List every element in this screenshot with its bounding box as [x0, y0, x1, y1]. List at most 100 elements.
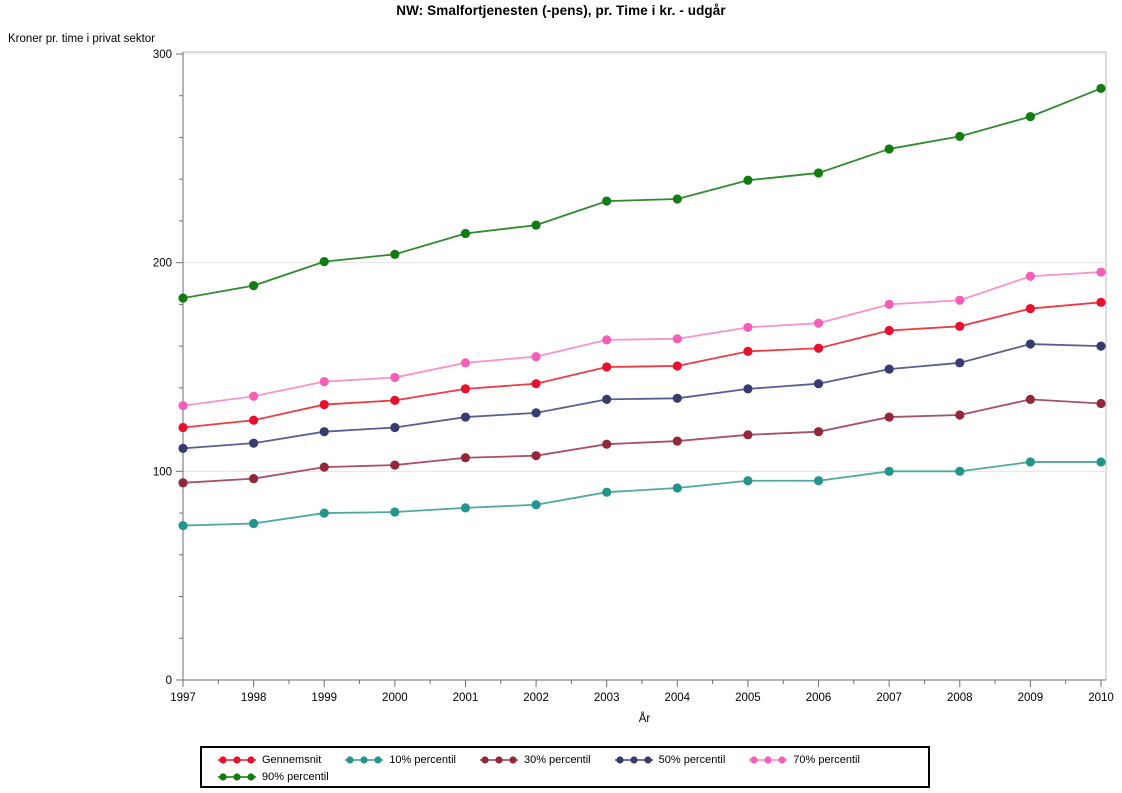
data-point: [813, 318, 824, 328]
legend-label: 10% percentil: [389, 753, 456, 766]
x-tick-label: 2000: [382, 692, 408, 704]
data-point: [672, 194, 682, 204]
data-point: [1025, 112, 1035, 122]
data-point: [249, 415, 259, 425]
data-point: [672, 436, 682, 446]
legend-label: 30% percentil: [523, 753, 591, 766]
data-point: [531, 451, 541, 461]
y-axis-title: Kroner pr. time i privat sektor: [8, 33, 155, 45]
legend-item: 90% percentil: [218, 771, 329, 783]
data-point: [460, 384, 471, 394]
x-tick-label: 2005: [735, 692, 761, 704]
data-point: [390, 372, 400, 383]
data-point: [672, 361, 682, 371]
data-point: [390, 422, 400, 433]
data-point: [813, 168, 824, 178]
data-point: [1025, 457, 1035, 467]
data-point: [743, 175, 753, 185]
legend-marker-icon: [218, 772, 256, 781]
data-point: [884, 412, 894, 422]
x-tick-label: 2010: [1088, 692, 1114, 704]
data-point: [178, 422, 188, 433]
data-point: [390, 249, 400, 259]
data-point: [743, 384, 753, 394]
data-point: [249, 474, 259, 484]
x-tick-label: 2001: [453, 692, 479, 704]
legend-marker-icon: [218, 755, 256, 764]
data-point: [249, 518, 259, 529]
x-tick-label: 2007: [876, 692, 902, 704]
data-point: [178, 443, 188, 453]
x-axis-title: År: [638, 713, 651, 725]
data-point: [955, 466, 965, 476]
data-point: [884, 325, 894, 336]
legend-row-1: Gennemsnit 10% percentil 30% percentil 50% …: [218, 751, 928, 768]
plot-area: 0 100 200 300 1997 1998 1999 2000 2001 2002 2003 20…: [153, 49, 1114, 704]
data-point: [813, 476, 824, 486]
data-point: [178, 520, 188, 531]
data-point: [1096, 267, 1106, 277]
data-point: [531, 500, 541, 510]
x-tick-label: 2004: [665, 692, 691, 704]
data-point: [602, 487, 612, 497]
x-tick-label: 2008: [947, 692, 973, 704]
data-point: [178, 401, 188, 411]
series-line-90-percentil: [182, 87, 1102, 300]
chart-title: NW: Smalfortjenesten (-pens), pr. Time i…: [396, 3, 726, 18]
data-point: [460, 228, 471, 239]
legend-marker-icon: [345, 755, 384, 764]
legend-item: 70% percentil: [749, 754, 860, 766]
data-point: [884, 299, 894, 309]
data-point: [672, 393, 682, 403]
data-point: [319, 399, 329, 410]
data-point: [531, 408, 541, 418]
data-point: [1096, 398, 1106, 409]
data-point: [178, 478, 188, 488]
legend-label: Gennemsnit: [262, 753, 322, 766]
x-tick-label: 1998: [241, 692, 267, 704]
data-point: [390, 460, 400, 470]
series-line-30-percentil: [182, 398, 1102, 484]
legend-item: 10% percentil: [345, 754, 456, 766]
data-point: [884, 144, 894, 154]
data-point: [249, 281, 259, 291]
data-point: [531, 351, 541, 362]
legend-item: 50% percentil: [614, 753, 726, 766]
data-point: [460, 358, 471, 368]
x-tick-label: 2002: [523, 692, 549, 704]
legend-item: 30% percentil: [479, 753, 591, 766]
legend-item: Gennemsnit: [218, 754, 321, 766]
data-point: [955, 295, 965, 305]
data-point: [319, 508, 329, 518]
data-point: [602, 394, 612, 404]
data-point: [672, 483, 682, 493]
data-point: [743, 476, 753, 486]
data-point: [1025, 394, 1035, 404]
data-point: [390, 507, 400, 517]
x-tick-label: 1999: [311, 692, 337, 704]
x-tick-label: 2006: [806, 692, 832, 704]
data-point: [884, 466, 894, 476]
data-point: [955, 358, 965, 368]
x-tick-label: 2009: [1018, 692, 1044, 704]
data-point: [178, 293, 188, 303]
legend-label: 70% percentil: [793, 753, 860, 766]
data-point: [319, 257, 329, 267]
series-line-70-percentil: [182, 271, 1102, 407]
data-point: [531, 220, 541, 230]
data-point: [1025, 271, 1035, 281]
y-tick-label: 0: [166, 675, 172, 687]
data-point: [1096, 341, 1106, 351]
legend-label: 50% percentil: [658, 753, 726, 766]
data-point: [743, 346, 753, 356]
data-point: [1096, 457, 1106, 467]
data-point: [319, 427, 329, 437]
legend-marker-icon: [479, 755, 518, 764]
data-point: [884, 364, 894, 374]
data-point: [602, 335, 612, 345]
data-point: [955, 410, 965, 420]
data-point: [955, 321, 965, 331]
data-point: [319, 377, 329, 387]
series-line-gennemsnit: [182, 301, 1102, 429]
data-point: [460, 503, 471, 513]
